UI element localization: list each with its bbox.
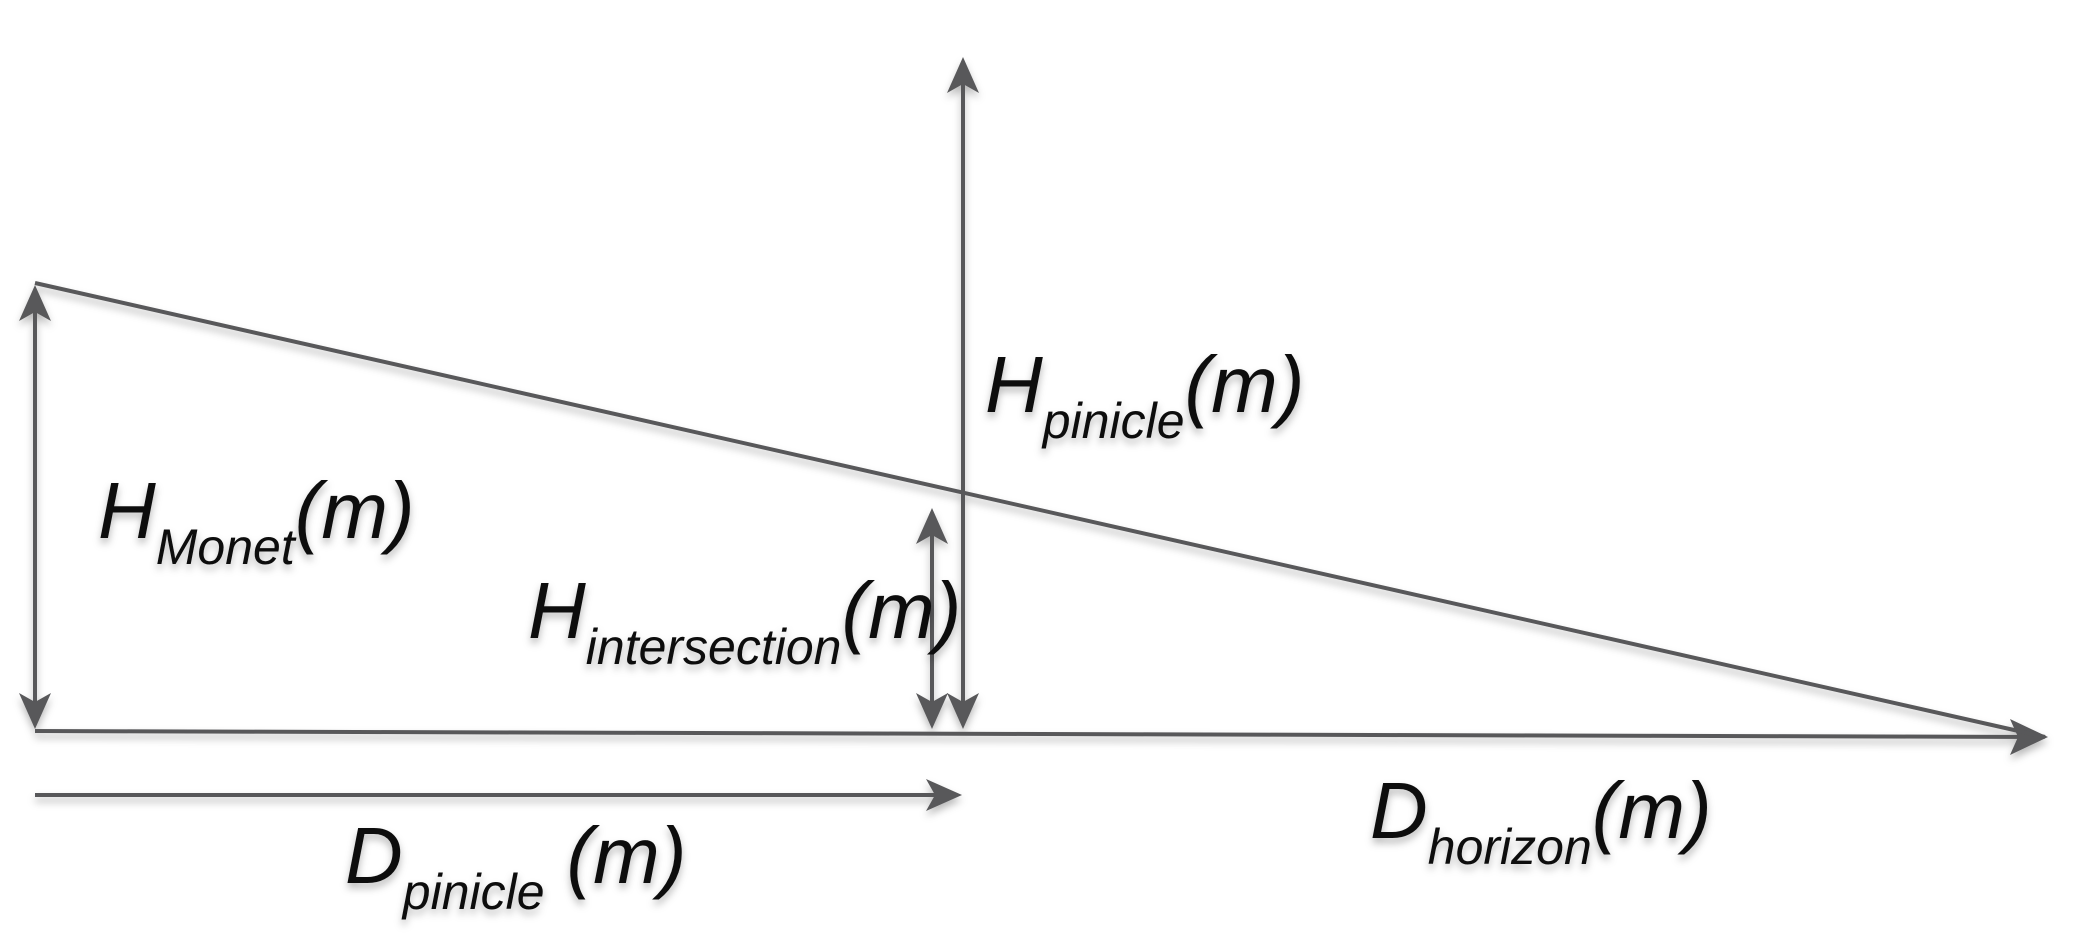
ground-line: [34, 729, 2041, 739]
h-intersection-arrowhead-bottom: [916, 693, 948, 729]
h-pinicle-arrowhead-bottom: [947, 693, 979, 729]
h-pinicle-arrowhead-top: [947, 57, 979, 93]
d-horizon-label: Dhorizon(m): [1370, 766, 1712, 875]
h-monet-arrowhead-top: [19, 285, 51, 321]
h-intersection-arrowhead-top: [916, 508, 948, 544]
h-monet-arrowhead-bottom: [19, 693, 51, 729]
h-pinicle-label: Hpinicle(m): [985, 340, 1304, 449]
h-monet-label: HMonet(m): [98, 466, 415, 575]
d-pinicle-label: Dpinicle (m): [345, 811, 686, 920]
h-intersection-label: Hintersection(m): [528, 566, 961, 675]
d-pinicle-arrowhead: [926, 779, 962, 811]
horizon-arrowhead: [2010, 719, 2048, 755]
sight-line: [34, 281, 2046, 739]
